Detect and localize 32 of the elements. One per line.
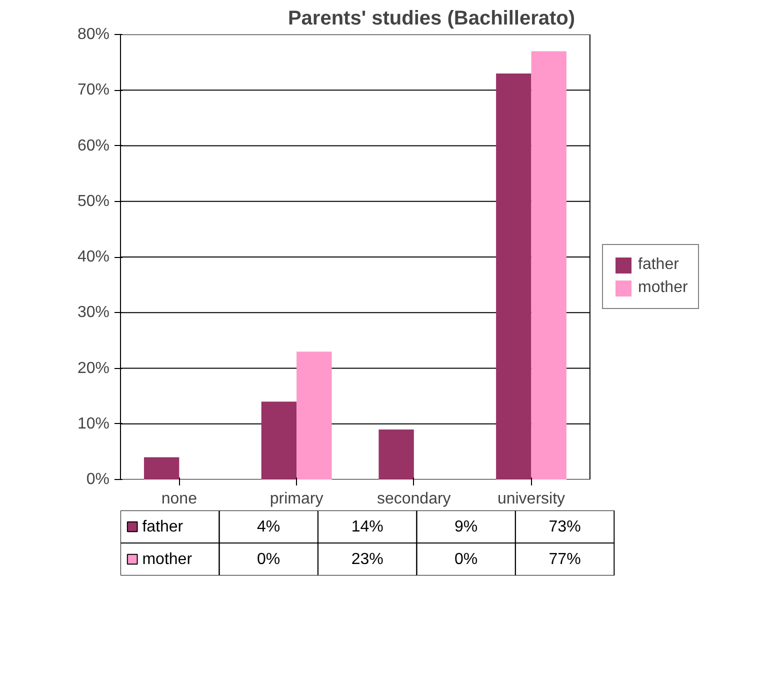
y-tick-label: 10% bbox=[77, 415, 110, 432]
x-tick-label: primary bbox=[270, 490, 324, 508]
y-tick-label: 70% bbox=[77, 82, 110, 99]
text: 0% bbox=[257, 550, 280, 568]
y-tick-label: 60% bbox=[77, 137, 110, 154]
x-tick-label: none bbox=[161, 490, 198, 508]
text: 23% bbox=[351, 550, 384, 568]
legend-label: mother bbox=[638, 279, 688, 297]
y-tick-label: 30% bbox=[77, 304, 110, 322]
bar bbox=[296, 352, 332, 480]
text: 4% bbox=[257, 518, 280, 536]
legend-label: father bbox=[142, 518, 184, 536]
bar bbox=[144, 457, 180, 480]
bar bbox=[378, 429, 414, 480]
bar bbox=[261, 402, 297, 480]
text: mother bbox=[142, 550, 192, 568]
chart-title: Parents' studies (Bachillerato) bbox=[288, 8, 576, 30]
text: 9% bbox=[454, 518, 478, 536]
y-tick-label: 80% bbox=[77, 26, 110, 43]
text: 14% bbox=[351, 518, 384, 536]
x-tick-label: university bbox=[497, 490, 566, 508]
y-tick-label: 0% bbox=[86, 471, 110, 488]
x-tick-label: secondary bbox=[376, 490, 451, 508]
text: father bbox=[638, 256, 679, 273]
y-tick-label: 20% bbox=[77, 360, 110, 377]
text: 0% bbox=[454, 550, 478, 568]
text: 77% bbox=[548, 550, 581, 568]
y-tick-label: 40% bbox=[77, 248, 110, 266]
y-tick-label: 50% bbox=[77, 192, 110, 210]
text: 73% bbox=[548, 518, 581, 536]
bar bbox=[496, 73, 532, 480]
bar bbox=[531, 51, 566, 480]
